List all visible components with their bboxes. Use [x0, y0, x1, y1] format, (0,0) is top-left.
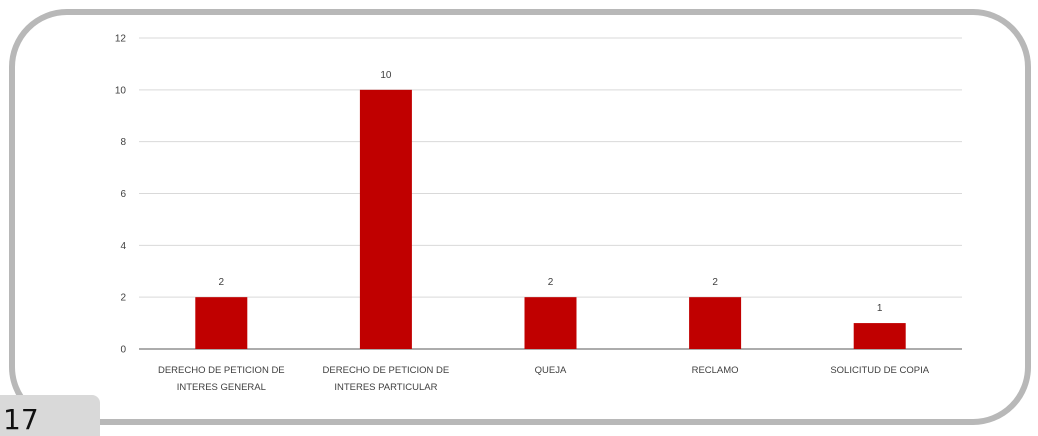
- bar: [853, 323, 906, 349]
- data-label: 10: [380, 70, 392, 81]
- y-tick-label: 10: [115, 85, 127, 96]
- bar: [359, 89, 412, 349]
- data-label: 1: [877, 303, 883, 314]
- data-label: 2: [712, 277, 718, 288]
- y-tick-label: 2: [120, 293, 126, 304]
- chart-frame: [9, 9, 1031, 425]
- y-tick-label: 6: [120, 189, 126, 200]
- bar: [524, 297, 577, 349]
- x-tick-label: DERECHO DE PETICION DE: [323, 365, 450, 376]
- bar: [195, 297, 248, 349]
- bar: [689, 297, 742, 349]
- data-label: 2: [548, 277, 554, 288]
- y-tick-label: 0: [120, 345, 126, 356]
- y-tick-label: 12: [115, 34, 127, 45]
- y-tick-label: 4: [120, 241, 126, 252]
- x-tick-label: SOLICITUD DE COPIA: [830, 365, 929, 376]
- y-tick-label: 8: [120, 137, 126, 148]
- page-number-tab: [0, 395, 100, 436]
- x-tick-label: INTERES GENERAL: [177, 382, 266, 393]
- x-tick-label: QUEJA: [535, 365, 567, 376]
- x-tick-label: RECLAMO: [692, 365, 739, 376]
- page-number: 17: [3, 403, 39, 436]
- x-tick-label: INTERES PARTICULAR: [334, 382, 437, 393]
- x-tick-label: DERECHO DE PETICION DE: [158, 365, 285, 376]
- data-label: 2: [219, 277, 225, 288]
